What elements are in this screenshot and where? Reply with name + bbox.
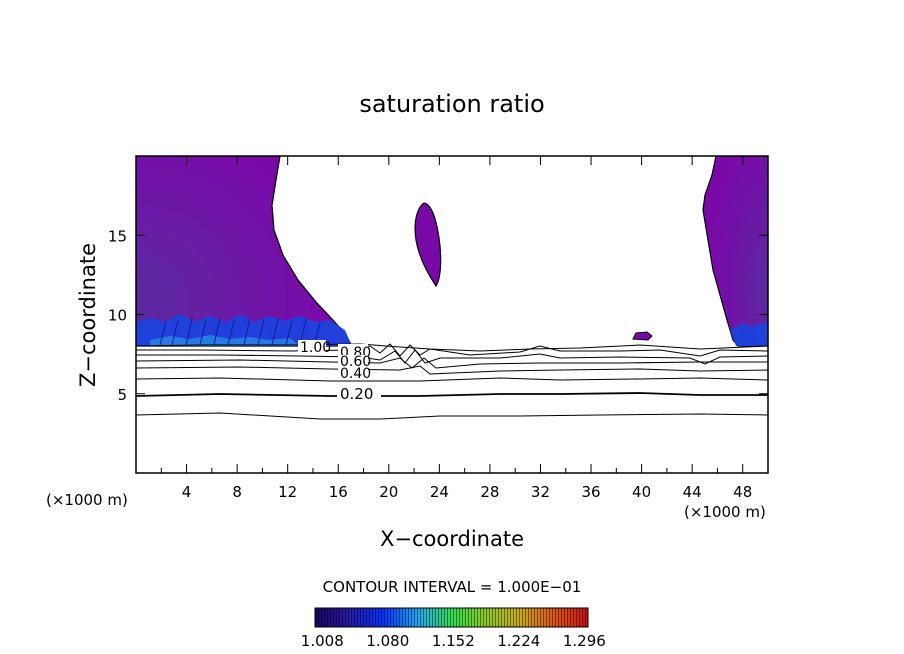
- x-unit-right: (×1000 m): [684, 503, 766, 521]
- x-tick-label: 4: [182, 483, 192, 501]
- x-tick-label: 40: [632, 483, 651, 501]
- contour-line: [136, 365, 768, 375]
- x-tick-label: 20: [379, 483, 398, 501]
- colorbar-tick-label: 1.008: [301, 632, 344, 650]
- contour-labels: 1.00 0.80 0.60 0.40 0.20: [298, 340, 381, 403]
- y-tick-label: 10: [108, 307, 127, 325]
- x-tick-label: 36: [581, 483, 600, 501]
- y-tick-label: 5: [117, 386, 127, 404]
- x-axis-label: X−coordinate: [380, 527, 524, 551]
- turbulent-band-left-core: [150, 335, 300, 346]
- colorbar-tick-label: 1.080: [366, 632, 409, 650]
- contour-label: 0.40: [340, 366, 371, 382]
- turbulent-band-right: [730, 322, 768, 346]
- contour-label: 1.00: [300, 340, 331, 356]
- contour-label: 0.20: [340, 385, 373, 403]
- chart-title: saturation ratio: [359, 90, 544, 118]
- contour-line: [136, 357, 768, 369]
- x-tick-label: 48: [733, 483, 752, 501]
- x-unit-left: (×1000 m): [46, 491, 128, 509]
- colorbar: 1.008 1.080 1.152 1.224 1.296: [301, 607, 606, 650]
- x-tick-label: 24: [430, 483, 449, 501]
- contour-interval: CONTOUR INTERVAL = 1.000E−01: [323, 578, 582, 596]
- colorbar-tick-label: 1.224: [497, 632, 540, 650]
- x-tick-label: 12: [278, 483, 297, 501]
- supersaturated-cell: [414, 202, 442, 288]
- supersaturated-blob: [632, 331, 653, 341]
- contour-line: [136, 377, 768, 382]
- x-tick-label: 32: [531, 483, 550, 501]
- colorbar-tick-label: 1.152: [432, 632, 475, 650]
- turbulent-band-left: [136, 314, 352, 346]
- contour-line: [136, 412, 768, 420]
- x-tick-label: 16: [329, 483, 348, 501]
- x-tick-label: 8: [232, 483, 242, 501]
- y-axis-label: Z−coordinate: [76, 243, 100, 387]
- contour-line: [136, 392, 768, 397]
- contour-line: [136, 343, 768, 352]
- contour-lines: [136, 343, 768, 420]
- x-tick-label: 28: [480, 483, 499, 501]
- x-tick-label: 44: [683, 483, 702, 501]
- plot-area: 1.00 0.80 0.60 0.40 0.20: [136, 156, 768, 473]
- y-tick-label: 15: [108, 227, 127, 245]
- x-axis: 4 8 12 16 20 24 28 32 36 40 44 48: [160, 156, 752, 501]
- y-axis: 5 10 15: [108, 227, 768, 404]
- colorbar-tick-label: 1.296: [563, 632, 606, 650]
